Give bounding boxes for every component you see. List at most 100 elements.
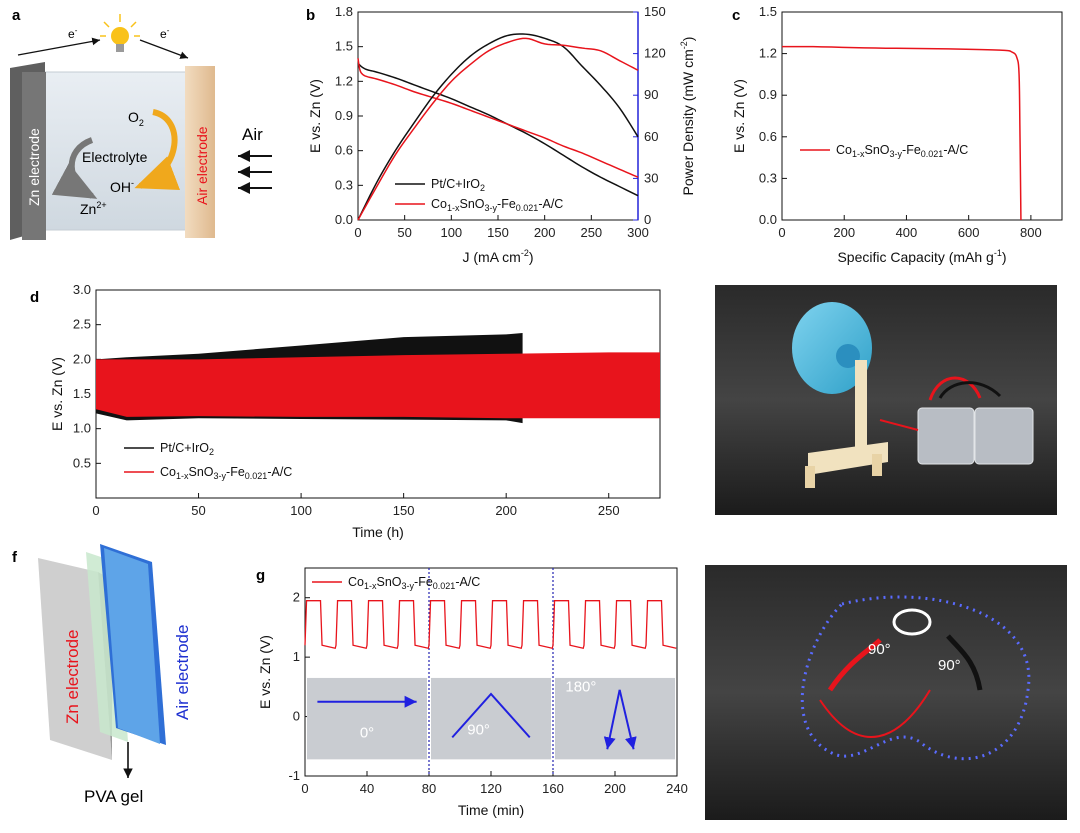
x-tick-label: 250 [580, 225, 602, 240]
y-tick-label: 3.0 [73, 282, 91, 297]
bend-angle-label-1: 90° [868, 641, 891, 658]
legend-text: 0.021 [516, 203, 539, 213]
panel-label-a: a [12, 7, 21, 24]
zn-electrode-label-f: Zn electrode [63, 630, 82, 725]
oh-label: OH- [110, 178, 134, 195]
discharge-curve-co [781, 45, 1022, 221]
panel-h-photo: h 90° 90° [705, 565, 1067, 820]
legend-co-label: Co1-xSnO3-y-Fe0.021-A/C [348, 575, 480, 591]
x-tick-label: 40 [360, 781, 374, 796]
pva-gel-label: PVA gel [84, 787, 143, 806]
electron-label-left: e- [68, 26, 78, 41]
battery-cells-icon [879, 376, 1034, 465]
plot-frame [357, 11, 639, 221]
y2-tick-label: 120 [644, 46, 666, 61]
x-axis-label-sup: -1 [994, 248, 1002, 258]
cycling-band-co [96, 352, 660, 419]
y2-axis-label-text: Power Density (mW cm [680, 49, 696, 195]
power-curve-co [357, 37, 639, 221]
y-tick-label: 0.0 [759, 212, 777, 227]
air-electrode-label: Air electrode [194, 126, 210, 205]
x-axis-label: J (mA cm-2) [462, 248, 533, 265]
x-tick-label: 300 [627, 225, 649, 240]
legend-sub: 2 [209, 447, 214, 457]
x-tick-label: 50 [397, 225, 411, 240]
legend-text: 0.021 [921, 149, 944, 159]
air-label: Air [242, 125, 263, 144]
legend-text: -A/C [455, 575, 480, 589]
legend-co-label: Co1-xSnO3-y-Fe0.021-A/C [431, 197, 563, 213]
polarization-curve-pt [357, 62, 639, 197]
cycling-curve-co [304, 600, 677, 650]
y2-tick-label: 0 [644, 212, 651, 227]
panel-label-f: f [12, 549, 18, 566]
angle-label-180: 180° [565, 679, 596, 696]
x-tick-label: 150 [487, 225, 509, 240]
legend-sub: 2 [480, 183, 485, 193]
x-tick-label: 250 [598, 503, 620, 518]
x-axis-label-text: Time (min) [458, 802, 524, 818]
legend-text: SnO [377, 575, 402, 589]
legend-text: -Fe [226, 465, 245, 479]
x-axis-label: Specific Capacity (mAh g-1) [837, 248, 1006, 265]
legend-co-label: Co1-xSnO3-y-Fe0.021-A/C [160, 465, 292, 481]
y-tick-label: 0.0 [335, 212, 353, 227]
zn-dissolution-arrow-icon [51, 137, 98, 199]
inset-photo-1 [431, 677, 551, 760]
y2-tick-label: 30 [644, 170, 658, 185]
y-tick-label: 1.5 [73, 386, 91, 401]
x-tick-label: 100 [440, 225, 462, 240]
y-tick-label: 0.5 [73, 455, 91, 470]
x-tick-label: 800 [1020, 225, 1042, 240]
panel-a-schematic: a Zn electrode Air electrode e- e- O2 El… [10, 7, 272, 240]
legend-text: 1-x [447, 203, 460, 213]
lightbulb-icon [100, 14, 140, 52]
legend-text: Pt/C+IrO [431, 177, 480, 191]
led-strip-loop [800, 595, 1031, 761]
air-electrode-plate [185, 66, 215, 238]
chart-d-cycling: d 0 50 100 150 200 250 0.5 1.0 1.5 2.0 2.5 3.0 Time (… [30, 282, 661, 540]
zn-electrode-plate [22, 72, 46, 240]
x-tick-label: 0 [778, 225, 785, 240]
legend-text: 1-x [176, 471, 189, 481]
legend-text: -A/C [538, 197, 563, 211]
chart-b-polarization: b0 50 100 150 200 250 3000.00.30.60.91.21.51.8… [306, 4, 696, 265]
bend-arrow-icon [451, 692, 531, 739]
x-tick-label: 200 [604, 781, 626, 796]
x-tick-label: 100 [290, 503, 312, 518]
legend-text: -Fe [902, 143, 921, 157]
chart-c-discharge: c 0 200 400 600 800 0.0 0.3 0.6 0.9 1.2 1.5 Specific… [731, 4, 1063, 265]
legend-co-label: Co1-xSnO3-y-Fe0.021-A/C [836, 143, 968, 159]
legend-text: -A/C [943, 143, 968, 157]
y-tick-label: 2.0 [73, 351, 91, 366]
zn2-label: Zn2+ [80, 200, 107, 217]
legend-text: SnO [865, 143, 890, 157]
legend-pt-label: Pt/C+IrO2 [431, 177, 485, 193]
o2-label: O2 [128, 109, 144, 128]
x-axis-label-text: J (mA cm [462, 249, 520, 265]
power-curve-pt [357, 33, 639, 221]
air-electrode-label-f: Air electrode [173, 625, 192, 720]
panel-e-photo: e [715, 285, 1057, 515]
reduction-arrow-icon [134, 109, 181, 190]
y-tick-label: 0.9 [335, 108, 353, 123]
x-tick-label: 0 [92, 503, 99, 518]
panel-f-schematic: f Zn electrode Air electrode PVA gel [12, 544, 192, 806]
y-axis-label: E vs. Zn (V) [731, 79, 747, 153]
y-tick-label: 1.0 [73, 421, 91, 436]
y-tick-label: -1 [288, 768, 300, 783]
legend-text: SnO [189, 465, 214, 479]
x-tick-label: 200 [833, 225, 855, 240]
legend-text: -A/C [267, 465, 292, 479]
bend-angle-label-2: 90° [938, 657, 961, 674]
legend-text: 0.021 [245, 471, 268, 481]
legend-pt-label: Pt/C+IrO2 [160, 441, 214, 457]
y-tick-label: 1.8 [335, 4, 353, 19]
legend-text: 3-y [485, 203, 498, 213]
y-tick-label: 0.3 [335, 177, 353, 192]
panel-label-d: d [30, 289, 39, 306]
y-tick-label: 1 [293, 649, 300, 664]
x-tick-label: 120 [480, 781, 502, 796]
